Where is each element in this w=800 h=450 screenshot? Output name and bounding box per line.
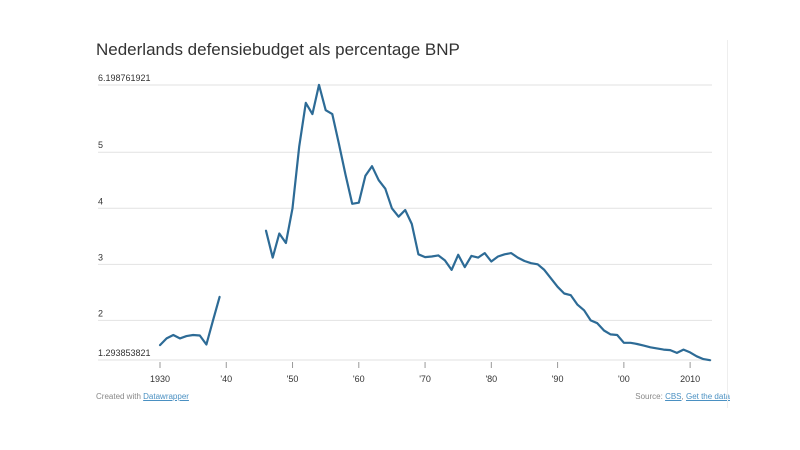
x-tick-label-8: 2010: [680, 374, 700, 384]
x-tick-label-7: '00: [618, 374, 630, 384]
y-tick-label-4: 2: [98, 308, 103, 318]
y-axis: 6.198761921 5 4 3 2 1.293853821: [98, 73, 151, 358]
get-the-data-link[interactable]: Get the data: [685, 392, 730, 401]
series-line-segment-0: [158, 295, 221, 347]
series-layer: [158, 83, 712, 362]
x-axis: 1930 '40 '50 '60 '70 '80 '90 '00 2010: [150, 362, 700, 384]
x-tick-label-6: '90: [552, 374, 564, 384]
cbs-link[interactable]: CBS: [665, 392, 682, 401]
y-tick-label-2: 4: [98, 196, 103, 206]
x-tick-label-0: 1930: [150, 374, 170, 384]
series-line-segment-1: [264, 83, 712, 362]
source-separator: ,: [681, 392, 686, 401]
y-tick-label-1: 5: [98, 140, 103, 150]
y-tick-label-3: 3: [98, 252, 103, 262]
y-tick-label-5: 1.293853821: [98, 348, 151, 358]
x-tick-label-5: '80: [485, 374, 497, 384]
right-border: [727, 40, 728, 408]
x-tick-label-3: '60: [353, 374, 365, 384]
grid-layer: [98, 84, 712, 361]
source-prefix: Source:: [635, 392, 666, 401]
x-tick-label-2: '50: [287, 374, 299, 384]
source-credit: Source: CBS, Get the data: [635, 392, 730, 401]
y-tick-label-0: 6.198761921: [98, 73, 151, 83]
x-tick-label-1: '40: [220, 374, 232, 384]
x-tick-label-4: '70: [419, 374, 431, 384]
created-with-credit: Created with Datawrapper: [96, 392, 189, 401]
created-prefix: Created with: [96, 392, 144, 401]
datawrapper-link[interactable]: Datawrapper: [143, 392, 189, 401]
chart-title: Nederlands defensiebudget als percentage…: [96, 40, 460, 59]
